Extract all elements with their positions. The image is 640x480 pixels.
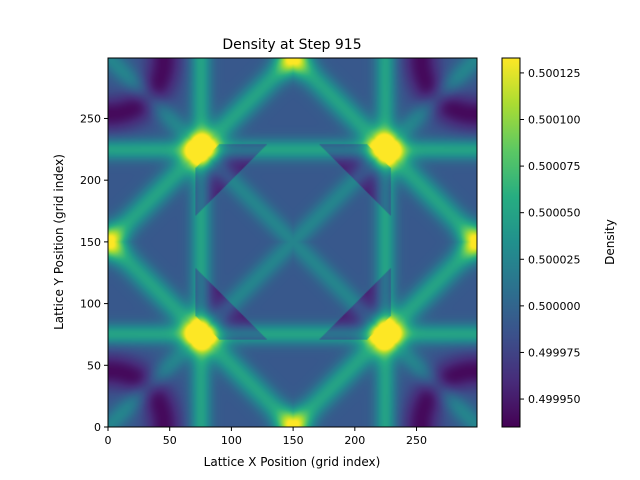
colorbar-tick-label: 0.500025 (528, 253, 581, 266)
x-tick-label: 200 (344, 434, 365, 447)
colorbar-tick-label: 0.500100 (528, 114, 581, 127)
x-tick-label: 50 (163, 434, 177, 447)
y-tick-label: 100 (80, 298, 101, 311)
colorbar: 0.499950 0.499975 0.500000 0.500025 0.500050… (501, 57, 617, 428)
colorbar-tick-label: 0.500050 (528, 207, 581, 220)
y-axis-label: Lattice Y Position (grid index) (52, 154, 66, 330)
colorbar-tick-label: 0.500075 (528, 160, 581, 173)
plot-frame (107, 57, 478, 428)
y-tick-label: 200 (80, 174, 101, 187)
heatmap-area (107, 57, 478, 428)
colorbar-ticks: 0.499950 0.499975 0.500000 0.500025 0.500050… (520, 67, 581, 406)
colorbar-tick-label: 0.500125 (528, 67, 581, 80)
colorbar-tick-label: 0.499950 (528, 393, 581, 406)
y-axis: 0 50 100 150 200 250 (80, 112, 108, 434)
heatmap-image (108, 58, 477, 427)
colorbar-label: Density (603, 219, 617, 265)
x-axis-label: Lattice X Position (grid index) (204, 455, 381, 469)
x-tick-label: 0 (105, 434, 112, 447)
y-tick-label: 50 (87, 359, 101, 372)
y-tick-label: 250 (80, 112, 101, 125)
chart-title: Density at Step 915 (222, 37, 361, 53)
x-axis: 0 50 100 150 200 250 (105, 427, 427, 447)
colorbar-gradient (502, 58, 520, 427)
x-tick-label: 250 (406, 434, 427, 447)
colorbar-tick-label: 0.499975 (528, 346, 581, 359)
colorbar-frame (501, 57, 521, 428)
y-tick-label: 150 (80, 236, 101, 249)
x-tick-label: 150 (283, 434, 304, 447)
x-tick-label: 100 (221, 434, 242, 447)
y-tick-label: 0 (94, 421, 101, 434)
colorbar-tick-label: 0.500000 (528, 300, 581, 313)
